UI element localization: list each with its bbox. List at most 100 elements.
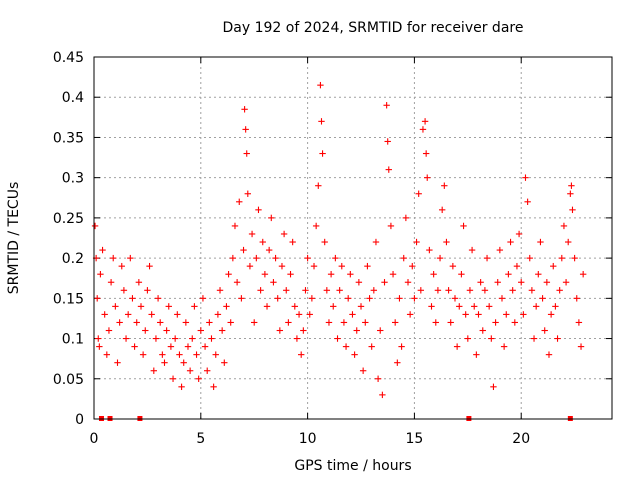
data-point <box>362 319 369 326</box>
data-point <box>537 238 544 246</box>
data-point <box>127 254 134 262</box>
data-point <box>280 230 288 238</box>
data-point <box>214 311 222 318</box>
data-point <box>257 287 264 294</box>
data-point <box>340 319 348 326</box>
data-point <box>488 335 495 342</box>
data-point <box>157 319 164 326</box>
data-point <box>263 303 271 310</box>
data-point <box>513 262 521 270</box>
data-point <box>124 311 132 318</box>
x-tick-label: 15 <box>405 431 423 447</box>
data-point <box>355 279 363 286</box>
data-point <box>552 303 559 310</box>
x-axis-label: GPS time / hours <box>294 458 411 474</box>
data-point <box>460 222 467 230</box>
data-point <box>560 222 568 230</box>
data-point <box>565 238 572 246</box>
data-point <box>385 166 392 173</box>
data-point <box>227 319 234 326</box>
data-point <box>251 319 258 326</box>
data-point <box>475 311 482 318</box>
data-point <box>306 311 313 318</box>
data-point <box>310 262 318 270</box>
data-point <box>225 271 232 278</box>
data-point <box>384 138 391 145</box>
data-point <box>180 359 187 366</box>
data-point <box>291 303 298 310</box>
data-point <box>496 246 504 254</box>
data-point <box>411 295 418 302</box>
data-point <box>479 327 486 334</box>
axes: 0 0.05 0.1 0.15 0.2 0.25 0.3 0.35 0.4 0.45 0 5 10 15 2… <box>53 50 612 447</box>
data-point <box>195 375 202 382</box>
data-point <box>317 81 324 89</box>
data-point <box>272 254 279 262</box>
data-point <box>453 343 461 350</box>
data-point <box>389 271 397 278</box>
data-point <box>562 279 570 286</box>
data-point <box>323 287 331 294</box>
data-point <box>468 246 476 254</box>
data-point <box>238 295 245 302</box>
data-point <box>199 295 207 302</box>
data-point <box>485 303 493 310</box>
data-point <box>112 303 119 310</box>
data-point <box>206 319 213 326</box>
data-point <box>312 222 320 230</box>
data-point <box>526 254 533 262</box>
data-point <box>122 335 130 342</box>
data-point <box>242 126 249 133</box>
data-point <box>334 335 341 342</box>
data-point <box>186 367 194 374</box>
data-point <box>353 327 360 334</box>
data-point <box>430 271 437 278</box>
data-point <box>131 343 138 350</box>
data-point <box>494 279 501 286</box>
data-point <box>422 150 430 157</box>
data-point <box>318 118 325 125</box>
data-point <box>391 319 399 326</box>
data-point <box>406 311 414 318</box>
grid-lines <box>94 57 612 419</box>
data-point <box>107 279 115 286</box>
data-point <box>233 279 241 286</box>
data-point <box>413 238 420 246</box>
y-tick-label: 0.05 <box>53 372 84 388</box>
data-point <box>443 238 450 246</box>
data-point <box>424 174 431 181</box>
data-point <box>351 351 358 358</box>
data-point <box>396 295 403 302</box>
data-point <box>133 319 140 326</box>
data-point <box>374 375 382 382</box>
data-point <box>368 343 375 350</box>
data-point <box>120 287 128 294</box>
data-point <box>530 335 538 342</box>
data-point <box>116 319 123 326</box>
data-point <box>236 198 243 205</box>
data-point <box>191 303 198 310</box>
data-point <box>321 238 328 246</box>
data-point <box>139 351 147 358</box>
data-point <box>490 383 497 391</box>
data-point <box>509 287 516 294</box>
data-point <box>268 214 275 222</box>
data-point <box>568 182 575 189</box>
data-point <box>308 295 316 302</box>
data-point <box>103 351 111 358</box>
data-point <box>473 351 480 358</box>
data-point <box>344 295 352 302</box>
data-point <box>148 311 155 318</box>
data-point <box>366 295 373 302</box>
data-point <box>243 150 250 157</box>
y-tick-label: 0.1 <box>62 332 84 348</box>
data-point <box>535 271 542 278</box>
data-point <box>387 222 395 230</box>
data-point <box>91 222 99 230</box>
data-point <box>171 335 179 342</box>
data-point <box>518 279 525 286</box>
data-point <box>464 335 472 342</box>
data-point <box>216 287 224 294</box>
data-point <box>441 182 448 189</box>
data-point <box>298 351 305 358</box>
